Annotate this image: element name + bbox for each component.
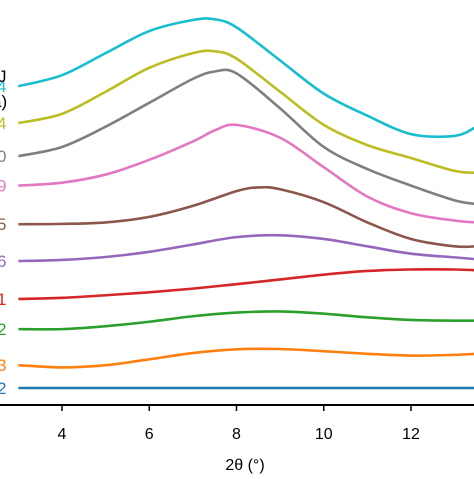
series-line [18,347,474,369]
series-label: 4 [0,77,6,96]
series-line [18,123,474,224]
series-label: 1 [0,290,6,309]
x-axis-title: 2θ (°) [225,457,264,474]
series-line [18,233,474,263]
x-tick-label: 12 [402,426,420,443]
x-tick-label: 8 [232,426,241,443]
series-line [18,49,474,174]
series-label: 4 [0,114,6,133]
series-line [18,17,474,139]
cropped-legend-title-fragment: a) [0,92,7,111]
series-label: 9 [0,177,6,196]
series-line [18,268,474,301]
series-lines [18,17,474,390]
series-label: 0 [0,147,6,166]
series-label: 3 [0,356,6,375]
x-tick-label: 4 [58,426,67,443]
series-labels: 4 4 0 9 5 6 1 2 3 2 [0,77,6,398]
x-tick-label: 10 [315,426,333,443]
cropped-legend-title-fragment: J [0,67,7,86]
x-tick-label: 6 [145,426,154,443]
series-line [18,68,474,206]
series-line [18,185,474,249]
series-label: 2 [0,379,6,398]
series-label: 2 [0,320,6,339]
series-line [18,310,474,331]
series-label: 5 [0,215,6,234]
series-label: 6 [0,252,6,271]
x-axis: 4 6 8 10 12 [0,404,474,443]
